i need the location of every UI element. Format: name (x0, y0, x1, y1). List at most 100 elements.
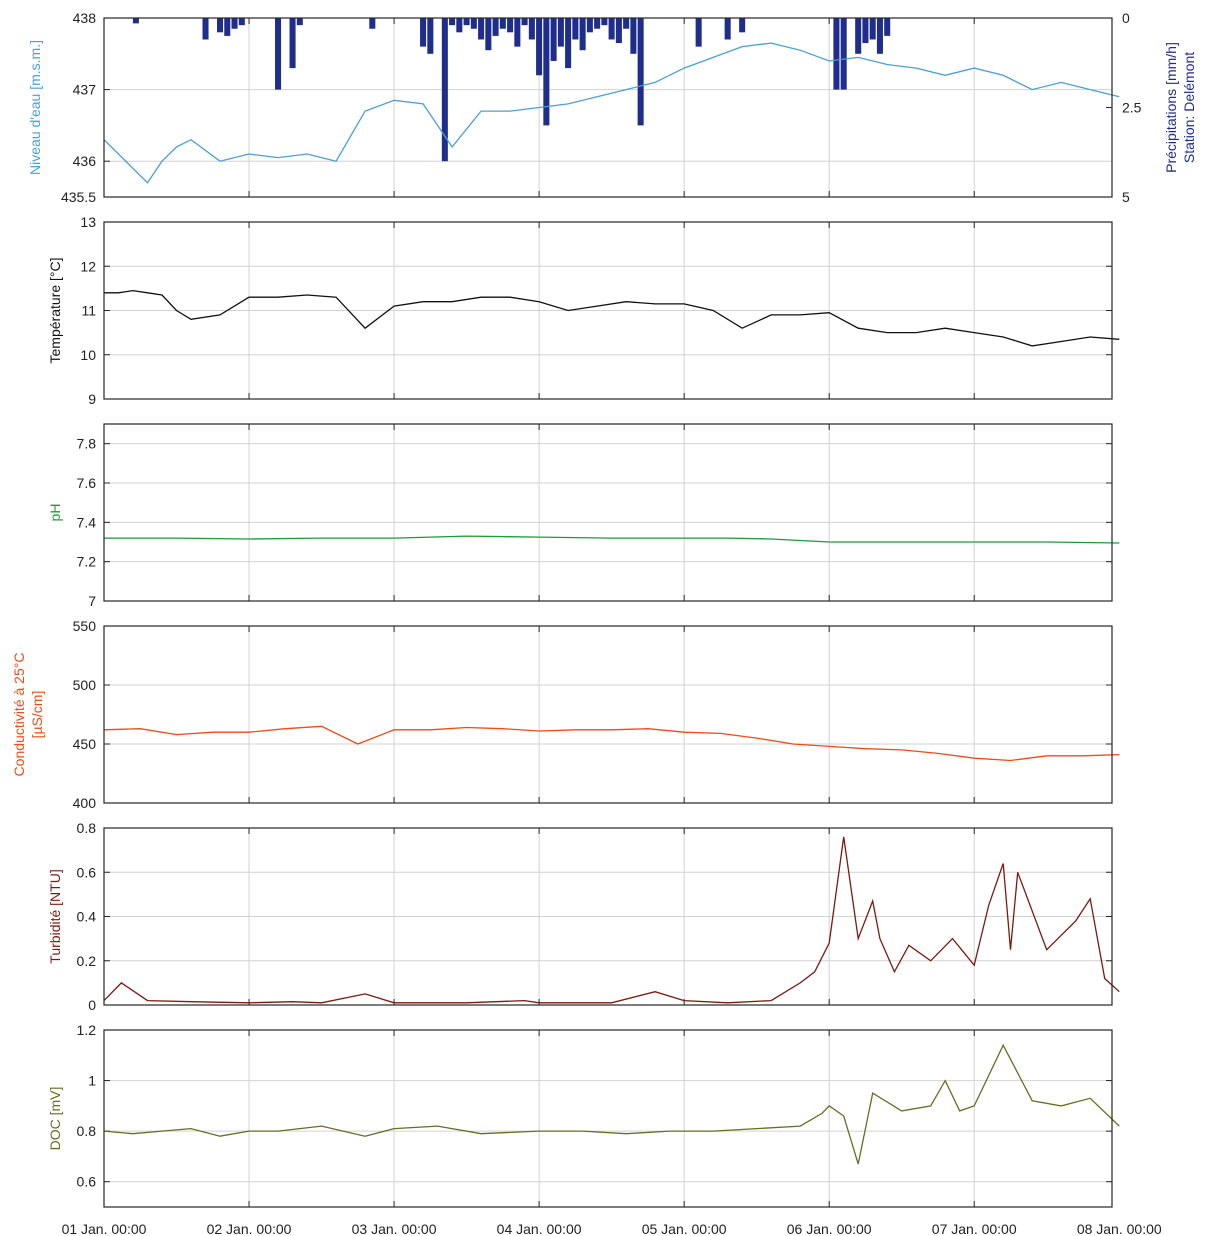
precipitation-bar (615, 18, 622, 44)
y-tick-label: 9 (88, 391, 96, 407)
axes-frame (103, 17, 1113, 198)
precipitation-bar (238, 18, 245, 26)
y-tick-label: 0.2 (77, 953, 97, 969)
y-tick-label: 7.6 (77, 475, 97, 491)
precipitation-bar (695, 18, 702, 47)
x-tick-label: 02 Jan. 00:00 (207, 1221, 292, 1236)
panel-ph: 7 7.2 7.4 7.6 7.8 pH (47, 423, 1120, 609)
precipitation-bar (420, 18, 427, 47)
precipitation-bar (536, 18, 543, 76)
precipitation-bar (876, 18, 883, 54)
y-axis-label: Conductivité à 25°C (11, 653, 27, 777)
y2-tick-label: 5 (1122, 189, 1130, 205)
panel-conductivity: 400 450 500 550 Conductivité à 25°C [µS/cm] (11, 618, 1120, 811)
precipitation-bar (492, 18, 499, 36)
y-tick-label: 0.8 (77, 820, 97, 836)
precipitation-bar (840, 18, 847, 90)
axes-frame (103, 625, 1113, 804)
precipitation-bar (463, 18, 470, 26)
y-tick-label: 1 (88, 1073, 96, 1089)
y-axis-label: Turbidité [NTU] (47, 869, 63, 963)
precipitation-bar (217, 18, 224, 33)
series-line-doc (103, 1043, 1120, 1165)
y-tick-label: 450 (73, 736, 97, 752)
precipitation-bar (608, 18, 615, 40)
precipitation-bar (572, 18, 579, 40)
y-axis-label: pH (47, 504, 63, 522)
precipitation-bar (485, 18, 492, 51)
y-tick-label: 550 (73, 618, 97, 634)
x-tick-label: 07 Jan. 00:00 (932, 1221, 1017, 1236)
y-tick-label: 436 (73, 153, 97, 169)
y-tick-label: 12 (80, 258, 96, 274)
precipitation-bar (427, 18, 434, 54)
y2-axis-label: Précipitations [mm/h] (1163, 42, 1179, 173)
y-tick-label: 500 (73, 677, 97, 693)
series-line-turbidity (103, 836, 1120, 1004)
panel-temperature: 9 10 11 12 13 Température [°C] (47, 214, 1120, 407)
x-tick-label: 06 Jan. 00:00 (787, 1221, 872, 1236)
axes-frame (103, 221, 1113, 400)
precipitation-bar (369, 18, 376, 29)
y-axis-label: Température [°C] (47, 258, 63, 364)
precipitation-bar (521, 18, 528, 26)
panel-turbidity: 0 0.2 0.4 0.6 0.8 Turbidité [NTU] (47, 820, 1120, 1013)
precipitation-bar (202, 18, 209, 40)
axes-frame (103, 423, 1113, 602)
y-tick-label: 13 (80, 214, 96, 230)
precipitation-bar (565, 18, 572, 69)
x-tick-label: 05 Jan. 00:00 (642, 1221, 727, 1236)
y-tick-label: 7.8 (77, 436, 97, 452)
y-axis-label-unit: [µS/cm] (29, 691, 45, 739)
x-tick-label: 01 Jan. 00:00 (62, 1221, 147, 1236)
y-tick-label: 437 (73, 82, 97, 98)
precipitation-bar (637, 18, 644, 126)
precipitation-bar (833, 18, 840, 90)
x-tick-label: 08 Jan. 00:00 (1077, 1221, 1162, 1236)
y-tick-label: 10 (80, 347, 96, 363)
precipitation-bar (855, 18, 862, 54)
precipitation-bar (884, 18, 891, 36)
precipitation-bar (514, 18, 521, 47)
axes-frame (103, 827, 1113, 1006)
series-line-temperature (104, 289, 1120, 347)
y-tick-label: 7.4 (77, 514, 97, 530)
axes-frame (103, 1029, 1113, 1208)
precipitation-bar (528, 18, 535, 40)
y-tick-label: 0.6 (77, 864, 97, 880)
precipitation-bar (441, 18, 448, 162)
precipitation-bar (507, 18, 514, 33)
precipitation-bar (289, 18, 296, 69)
precipitation-bar (456, 18, 463, 33)
precipitation-bar (296, 18, 303, 26)
precipitation-bar (470, 18, 477, 29)
precipitation-bar (623, 18, 630, 29)
precipitation-bar (557, 18, 564, 47)
precipitation-bar (543, 18, 550, 126)
x-tick-label: 03 Jan. 00:00 (352, 1221, 437, 1236)
y2-tick-label: 2.5 (1122, 100, 1142, 116)
precipitation-bar (594, 18, 601, 29)
precipitation-bar (869, 18, 876, 40)
y-tick-label: 0.6 (77, 1174, 97, 1190)
y-tick-label: 0.8 (77, 1123, 97, 1139)
precipitation-bar (224, 18, 231, 36)
precipitation-bar (550, 18, 557, 61)
x-tick-label: 04 Jan. 00:00 (497, 1221, 582, 1236)
series-line-conductivity (103, 725, 1120, 762)
y2-axis-label-station: Station: Delémont (1181, 52, 1197, 163)
y-tick-label: 438 (73, 10, 97, 26)
y-tick-label: 435.5 (61, 189, 96, 205)
y-tick-label: 1.2 (77, 1022, 97, 1038)
y-tick-label: 400 (73, 795, 97, 811)
precipitation-bar (499, 18, 506, 29)
series-line-ph (104, 535, 1120, 544)
y-axis-label: DOC [mV] (47, 1087, 63, 1151)
y-tick-label: 7 (88, 593, 96, 609)
precipitation-bar (601, 18, 608, 26)
precipitation-bar (231, 18, 238, 29)
y-tick-label: 11 (81, 303, 96, 319)
precipitation-bar (275, 18, 282, 90)
y-axis-label: Niveau d'eau [m.s.m.] (27, 40, 43, 175)
precipitation-bar (478, 18, 485, 40)
